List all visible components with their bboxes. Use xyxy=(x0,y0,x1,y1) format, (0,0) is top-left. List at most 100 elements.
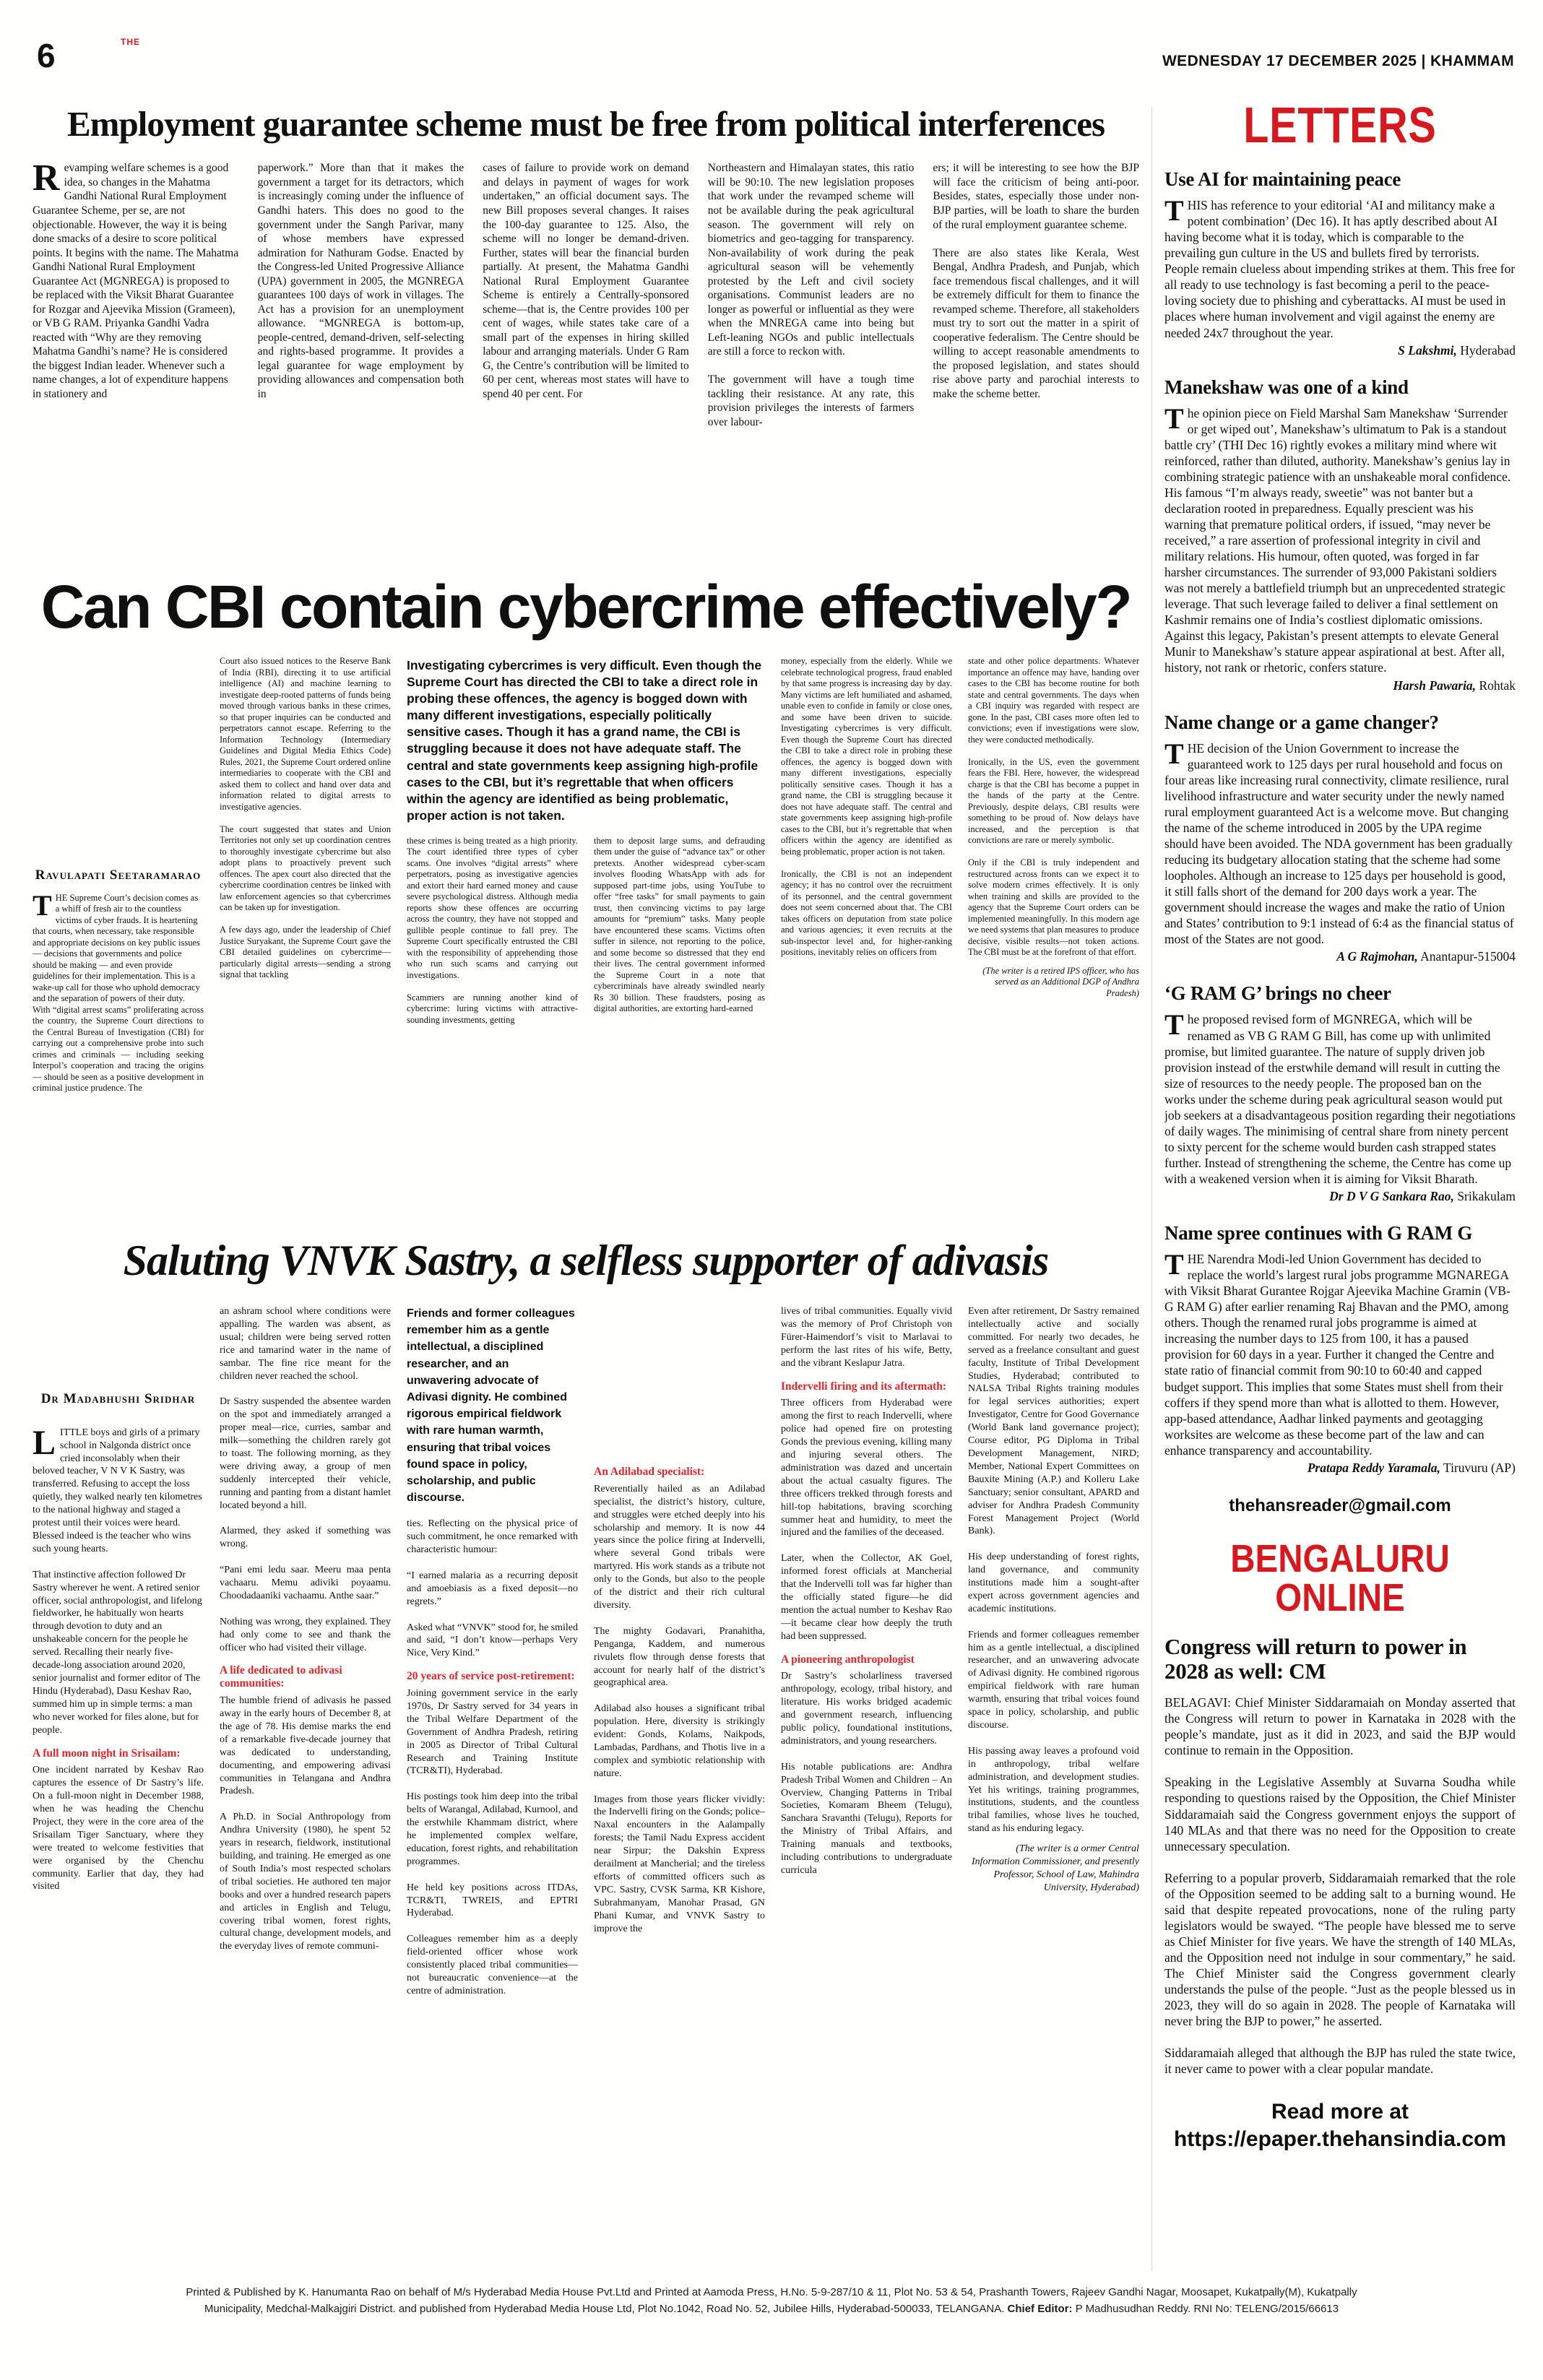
red-subhead: Indervelli firing and its aftermath: xyxy=(781,1380,947,1393)
author-name: Dr D V G Sankara Rao, xyxy=(1329,1188,1454,1203)
column-text: an ashram school where conditions were a… xyxy=(220,1306,391,1653)
illustration-placeholder xyxy=(33,656,204,867)
column-text: HE Supreme Court’s decision comes as a w… xyxy=(33,892,200,1004)
letter-author: A G Rajmohan, Anantapur-515004 xyxy=(1164,949,1516,964)
page-number: 6 xyxy=(37,37,56,74)
column-text: Reverentially hailed as an Adilabad spec… xyxy=(594,1483,765,1934)
letter-text: HE decision of the Union Government to i… xyxy=(1164,740,1514,947)
letter-title: Name spree continues with G RAM G xyxy=(1164,1221,1473,1244)
author-name: A G Rajmohan, xyxy=(1336,949,1418,964)
article-body-columns: Ravulapati Seetaramarao T HE Supreme Cour… xyxy=(33,656,1139,1230)
letter-body: T HIS has reference to your editorial ‘AI… xyxy=(1164,194,1516,340)
column-text: Three officers from Hyderabad were among… xyxy=(781,1398,952,1642)
letter-author: Harsh Pawaria, Rohtak xyxy=(1164,678,1516,693)
letter-text: he opinion piece on Field Marshal Sam Ma… xyxy=(1164,405,1511,675)
read-more-label: Read more at xyxy=(1271,2100,1409,2124)
drop-cap: T xyxy=(1164,1248,1184,1281)
author-place: Anantapur-515004 xyxy=(1417,949,1516,964)
dateline: WEDNESDAY 17 DECEMBER 2025 | KHAMMAM xyxy=(1162,53,1514,69)
article-column: Northeastern and Himalayan states, this … xyxy=(707,162,915,428)
letter-title: ‘G RAM G’ brings no cheer xyxy=(1164,982,1391,1005)
imprint-line2: Municipality, Medchal-Malkajgiri Distric… xyxy=(204,2303,1008,2316)
drop-cap: T xyxy=(1164,737,1184,770)
column-divider xyxy=(1151,107,1152,2270)
drop-cap: T xyxy=(1164,194,1184,228)
drop-cap: T xyxy=(33,888,52,922)
red-subhead: A full moon night in Srisailam: xyxy=(33,1747,181,1760)
writer-credit: (The writer is a ormer Central Informati… xyxy=(971,1843,1139,1893)
drop-cap: R xyxy=(33,161,60,199)
author-place: Hyderabad xyxy=(1456,342,1516,358)
red-subhead: 20 years of service post-retirement: xyxy=(407,1670,575,1683)
column-text: ITTLE boys and girls of a primary school… xyxy=(33,1427,202,1736)
imprint-line2-rest: P Madhusudhan Reddy. RNI No: TELENG/2015… xyxy=(1072,2303,1339,2316)
column-text: With “digital arrest scams” proliferatin… xyxy=(33,1004,204,1094)
article-body-columns: Dr Madabhushi Sridhar L ITTLE boys and gi… xyxy=(33,1305,1139,2204)
drop-cap: T xyxy=(1164,1008,1184,1042)
page-header: 6 THE WEDNESDAY 17 DECEMBER 2025 | KHAMM… xyxy=(33,36,1514,88)
drop-cap: T xyxy=(1164,402,1184,435)
author-place: Tiruvuru (AP) xyxy=(1440,1460,1516,1475)
column-text: lives of tribal communities. Equally viv… xyxy=(781,1306,952,1369)
article-vnvk-sastry: Saluting VNVK Sastry, a selfless support… xyxy=(33,1238,1139,2204)
pull-quote: Investigating cybercrimes is very diffic… xyxy=(407,658,762,823)
author-name: Harsh Pawaria, xyxy=(1393,678,1477,693)
article-column: them to deposit large sums, and defraudi… xyxy=(594,835,765,1014)
letters-email: thehansreader@gmail.com xyxy=(1229,1495,1451,1515)
article-column: Friends and former colleagues remember h… xyxy=(407,1305,578,2204)
lead-paragraph: T HE Supreme Court’s decision comes as a … xyxy=(33,888,204,1005)
column-text: evamping welfare schemes is a good idea,… xyxy=(33,162,239,400)
author-place: Rohtak xyxy=(1476,678,1516,693)
lead-paragraph: L ITTLE boys and girls of a primary schoo… xyxy=(33,1423,204,1737)
letter-title: Use AI for maintaining peace xyxy=(1164,168,1401,190)
article-employment-scheme: Employment guarantee scheme must be free… xyxy=(33,105,1139,569)
article-column: An Adilabad specialist: Reverentially ha… xyxy=(594,1305,765,2204)
article-column: Even after retirement, Dr Sastry remaine… xyxy=(968,1305,1139,2204)
article-column: Ravulapati Seetaramarao T HE Supreme Cour… xyxy=(33,656,204,1230)
story-body: BELAGAVI: Chief Minister Siddaramaiah on… xyxy=(1164,1695,1516,2077)
letter-author: Dr D V G Sankara Rao, Srikakulam xyxy=(1164,1189,1516,1204)
chief-editor-label: Chief Editor: xyxy=(1007,2303,1073,2316)
red-subhead: A pioneering anthropologist xyxy=(781,1653,915,1666)
column-text: Dr Sastry’s scholarliness traversed anth… xyxy=(781,1671,952,1876)
letter-text: HE Narendra Modi-led Union Government ha… xyxy=(1164,1252,1510,1458)
drop-cap: L xyxy=(33,1423,56,1462)
article-cbi-cybercrime: Can CBI contain cybercrime effectively? … xyxy=(33,576,1139,1230)
masthead-fragment: THE xyxy=(121,37,140,47)
letter-text: he proposed revised form of MGNREGA, whi… xyxy=(1164,1012,1516,1186)
article-column: state and other police departments. What… xyxy=(968,656,1139,1230)
article-headline: Can CBI contain cybercrime effectively? xyxy=(40,573,1133,641)
read-more: Read more at https://epaper.thehansindia… xyxy=(1164,2098,1516,2152)
column-text: state and other police departments. What… xyxy=(968,656,1139,957)
column-text: The humble friend of adivasis he passed … xyxy=(220,1695,391,1952)
letter-item: Name change or a game changer? T HE decis… xyxy=(1164,711,1516,965)
article-column: Court also issued notices to the Reserve… xyxy=(220,656,391,979)
article-column: these crimes is being treated as a high … xyxy=(407,835,578,1025)
writer-credit: (The writer is a retired IPS officer, wh… xyxy=(982,965,1139,998)
article-column: an ashram school where conditions were a… xyxy=(220,1305,391,2204)
column-text: Joining government service in the early … xyxy=(407,1688,578,1996)
letter-text: HIS has reference to your editorial ‘AI … xyxy=(1164,198,1516,340)
letter-body: T HE decision of the Union Government to … xyxy=(1164,737,1516,948)
article-headline: Saluting VNVK Sastry, a selfless support… xyxy=(123,1237,1050,1284)
article-column: Dr Madabhushi Sridhar L ITTLE boys and gi… xyxy=(33,1305,204,2204)
pull-quote: Friends and former colleagues remember h… xyxy=(407,1307,575,1505)
author-name: S Lakshmi, xyxy=(1398,342,1457,358)
letter-title: Name change or a game changer? xyxy=(1164,711,1439,733)
article-column: lives of tribal communities. Equally viv… xyxy=(781,1305,952,2204)
letter-item: Name spree continues with G RAM G T HE Na… xyxy=(1164,1221,1516,1476)
author-name: Pratapa Reddy Yaramala, xyxy=(1307,1460,1440,1475)
column-text: ties. Reflecting on the physical price o… xyxy=(407,1518,579,1659)
epaper-url: https://epaper.thehansindia.com xyxy=(1173,2126,1507,2151)
letters-sidebar: LETTERS Use AI for maintaining peace T HI… xyxy=(1164,100,1516,2274)
column-text: Even after retirement, Dr Sastry remaine… xyxy=(968,1306,1139,1835)
imprint-line1: Printed & Published by K. Hanumanta Rao … xyxy=(186,2286,1357,2298)
article-column: paperwork.” More than that it makes the … xyxy=(257,162,464,400)
